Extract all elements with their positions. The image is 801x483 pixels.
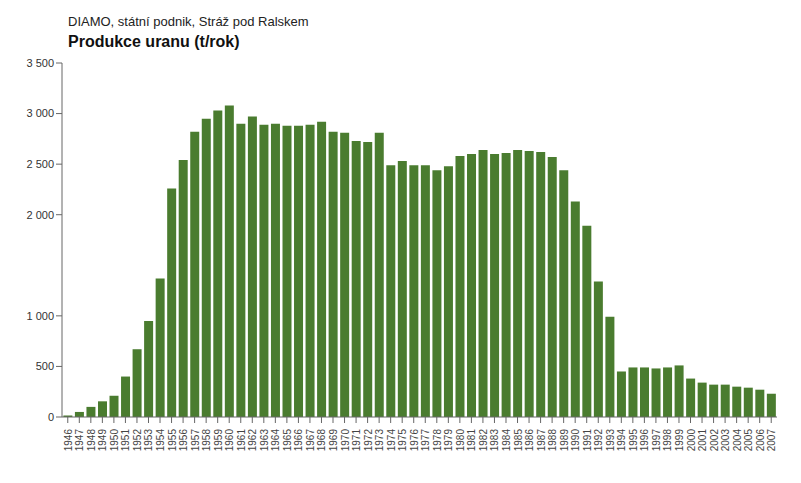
svg-text:1949: 1949	[97, 429, 108, 452]
svg-text:1983: 1983	[489, 429, 500, 452]
svg-text:1962: 1962	[247, 429, 258, 452]
svg-text:1977: 1977	[420, 429, 431, 452]
svg-text:1981: 1981	[466, 429, 477, 452]
svg-text:1966: 1966	[293, 429, 304, 452]
svg-text:2003: 2003	[720, 429, 731, 452]
svg-text:1992: 1992	[593, 429, 604, 452]
svg-text:1993: 1993	[605, 429, 616, 452]
svg-text:1973: 1973	[374, 429, 385, 452]
svg-text:1956: 1956	[178, 429, 189, 452]
svg-text:1950: 1950	[109, 429, 120, 452]
svg-text:2000: 2000	[686, 429, 697, 452]
svg-text:1990: 1990	[570, 429, 581, 452]
svg-text:1980: 1980	[455, 429, 466, 452]
svg-text:1953: 1953	[143, 429, 154, 452]
svg-text:1954: 1954	[155, 429, 166, 452]
svg-text:1970: 1970	[340, 429, 351, 452]
svg-text:1982: 1982	[478, 429, 489, 452]
svg-text:1964: 1964	[270, 429, 281, 452]
svg-text:1969: 1969	[328, 429, 339, 452]
svg-text:1996: 1996	[639, 429, 650, 452]
svg-text:1989: 1989	[559, 429, 570, 452]
svg-text:1967: 1967	[305, 429, 316, 452]
svg-text:1999: 1999	[674, 429, 685, 452]
svg-text:1959: 1959	[213, 429, 224, 452]
svg-text:2 000: 2 000	[26, 209, 54, 221]
svg-text:1960: 1960	[224, 429, 235, 452]
svg-text:1976: 1976	[409, 429, 420, 452]
svg-text:2001: 2001	[697, 429, 708, 452]
svg-text:1961: 1961	[236, 429, 247, 452]
svg-text:3 500: 3 500	[26, 57, 54, 69]
svg-text:1965: 1965	[282, 429, 293, 452]
svg-text:1988: 1988	[547, 429, 558, 452]
svg-text:1985: 1985	[513, 429, 524, 452]
html-text:DIAMO, státní podnik, Stráž po: DIAMO, státní podnik, Stráž pod Ralskem	[68, 14, 309, 29]
svg-text:1 000: 1 000	[26, 310, 54, 322]
svg-text:1958: 1958	[201, 429, 212, 452]
svg-text:1995: 1995	[628, 429, 639, 452]
svg-text:1951: 1951	[120, 429, 131, 452]
svg-text:1975: 1975	[397, 429, 408, 452]
svg-text:2002: 2002	[709, 429, 720, 452]
svg-text:1984: 1984	[501, 429, 512, 452]
svg-text:1957: 1957	[190, 429, 201, 452]
svg-text:2007: 2007	[766, 429, 777, 452]
svg-text:2006: 2006	[755, 429, 766, 452]
svg-text:3 000: 3 000	[26, 107, 54, 119]
svg-text:1946: 1946	[63, 429, 74, 452]
svg-text:2 500: 2 500	[26, 158, 54, 170]
svg-text:1968: 1968	[316, 429, 327, 452]
svg-text:1948: 1948	[86, 429, 97, 452]
svg-text:1955: 1955	[167, 429, 178, 452]
svg-text:1947: 1947	[74, 429, 85, 452]
svg-text:1986: 1986	[524, 429, 535, 452]
svg-text:1974: 1974	[386, 429, 397, 452]
svg-text:1991: 1991	[582, 429, 593, 452]
svg-text:1979: 1979	[443, 429, 454, 452]
svg-text:1998: 1998	[662, 429, 673, 452]
svg-text:1972: 1972	[363, 429, 374, 452]
svg-text:1994: 1994	[616, 429, 627, 452]
svg-text:2005: 2005	[743, 429, 754, 452]
svg-text:500: 500	[36, 360, 54, 372]
svg-text:1971: 1971	[351, 429, 362, 452]
svg-text:1963: 1963	[259, 429, 270, 452]
svg-text:2004: 2004	[732, 429, 743, 452]
svg-text:1978: 1978	[432, 429, 443, 452]
svg-text:1987: 1987	[536, 429, 547, 452]
svg-text:0: 0	[48, 411, 54, 423]
html-text:Produkce uranu (t/rok): Produkce uranu (t/rok)	[68, 33, 240, 50]
svg-text:1952: 1952	[132, 429, 143, 452]
svg-text:1997: 1997	[651, 429, 662, 452]
